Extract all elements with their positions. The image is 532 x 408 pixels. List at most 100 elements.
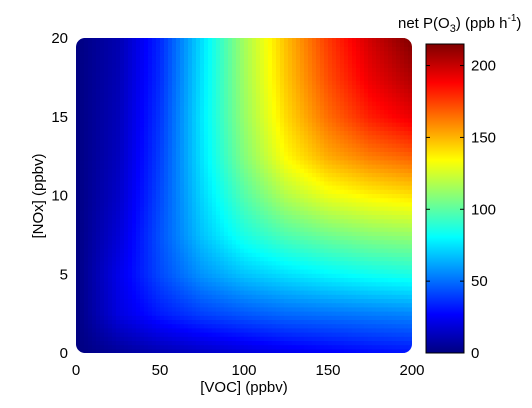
heatmap-cell	[248, 172, 253, 178]
heatmap-cell	[88, 176, 93, 182]
heatmap-cell	[260, 214, 265, 220]
heatmap-cell	[104, 101, 109, 106]
heatmap-cell	[384, 315, 389, 320]
heatmap-cell	[392, 105, 397, 110]
heatmap-cell	[156, 294, 161, 299]
heatmap-cell	[256, 248, 261, 253]
heatmap-cell	[100, 159, 105, 165]
heatmap-cell	[392, 122, 397, 127]
heatmap-cell	[388, 164, 393, 169]
heatmap-cell	[120, 151, 125, 157]
heatmap-cell	[184, 340, 189, 346]
heatmap-cell	[132, 256, 137, 262]
heatmap-cell	[364, 113, 369, 119]
heatmap-cell	[108, 235, 113, 241]
heatmap-cell	[228, 101, 233, 106]
heatmap-cell	[168, 101, 173, 106]
heatmap-cell	[176, 105, 181, 110]
heatmap-cell	[340, 332, 345, 337]
heatmap-cell	[76, 306, 81, 312]
heatmap-cell	[392, 172, 397, 178]
heatmap-cell	[272, 252, 277, 257]
heatmap-cell	[288, 222, 293, 228]
heatmap-cell	[296, 168, 301, 173]
heatmap-cell	[372, 311, 377, 316]
heatmap-cell	[120, 206, 125, 211]
heatmap-cell	[272, 201, 277, 207]
heatmap-cell	[344, 273, 349, 278]
heatmap-cell	[136, 340, 141, 346]
heatmap-cell	[312, 306, 317, 312]
heatmap-cell	[168, 218, 173, 224]
heatmap-cell	[100, 294, 105, 299]
heatmap-cell	[320, 214, 325, 220]
heatmap-cell	[268, 227, 273, 232]
heatmap-cell	[112, 260, 117, 266]
heatmap-cell	[108, 117, 113, 123]
heatmap-cell	[300, 176, 305, 182]
heatmap-cell	[200, 197, 205, 203]
heatmap-cell	[136, 197, 141, 203]
heatmap-cell	[372, 227, 377, 232]
heatmap-cell	[120, 235, 125, 241]
heatmap-cell	[80, 311, 85, 316]
heatmap-cell	[220, 143, 225, 148]
heatmap-cell	[148, 239, 153, 245]
heatmap-cell	[352, 332, 357, 337]
heatmap-cell	[220, 264, 225, 270]
heatmap-cell	[184, 117, 189, 123]
heatmap-cell	[224, 281, 229, 287]
heatmap-cell	[128, 164, 133, 169]
heatmap-cell	[84, 252, 89, 257]
heatmap-cell	[172, 185, 177, 190]
heatmap-cell	[244, 206, 249, 211]
heatmap-cell	[192, 126, 197, 131]
heatmap-cell	[332, 332, 337, 337]
heatmap-cell	[372, 151, 377, 157]
heatmap-cell	[408, 348, 412, 353]
heatmap-cell	[76, 344, 81, 350]
heatmap-cell	[80, 273, 85, 278]
heatmap-cell	[80, 260, 85, 266]
heatmap-cell	[76, 294, 81, 299]
heatmap-cell	[380, 277, 385, 283]
heatmap-cell	[316, 180, 321, 186]
heatmap-cell	[212, 155, 217, 161]
heatmap-cell	[160, 273, 165, 278]
heatmap-cell	[264, 180, 269, 186]
heatmap-cell	[228, 210, 233, 215]
heatmap-cell	[124, 185, 129, 190]
heatmap-cell	[240, 332, 245, 337]
heatmap-cell	[208, 327, 213, 333]
heatmap-cell	[260, 185, 265, 190]
heatmap-cell	[364, 201, 369, 207]
heatmap-cell	[320, 235, 325, 241]
heatmap-cell	[236, 235, 241, 241]
heatmap-cell	[404, 138, 409, 144]
heatmap-cell	[360, 281, 365, 287]
heatmap-cell	[80, 197, 85, 203]
heatmap-cell	[336, 290, 341, 295]
heatmap-cell	[344, 189, 349, 194]
heatmap-cell	[380, 260, 385, 266]
heatmap-cell	[268, 323, 273, 329]
heatmap-cell	[312, 189, 317, 194]
heatmap-cell	[264, 222, 269, 228]
heatmap-cell	[396, 189, 401, 194]
heatmap-cell	[232, 336, 237, 341]
heatmap-cell	[308, 252, 313, 257]
heatmap-cell	[280, 126, 285, 131]
heatmap-cell	[196, 306, 201, 312]
heatmap-cell	[216, 315, 221, 320]
heatmap-cell	[292, 248, 297, 253]
heatmap-cell	[120, 218, 125, 224]
heatmap-cell	[132, 231, 137, 236]
heatmap-cell	[244, 319, 249, 325]
heatmap-cell	[176, 269, 181, 274]
heatmap-cell	[304, 109, 309, 115]
heatmap-cell	[216, 189, 221, 194]
heatmap-cell	[176, 323, 181, 329]
heatmap-cell	[80, 336, 85, 341]
heatmap-cell	[152, 294, 157, 299]
heatmap-cell	[136, 327, 141, 333]
